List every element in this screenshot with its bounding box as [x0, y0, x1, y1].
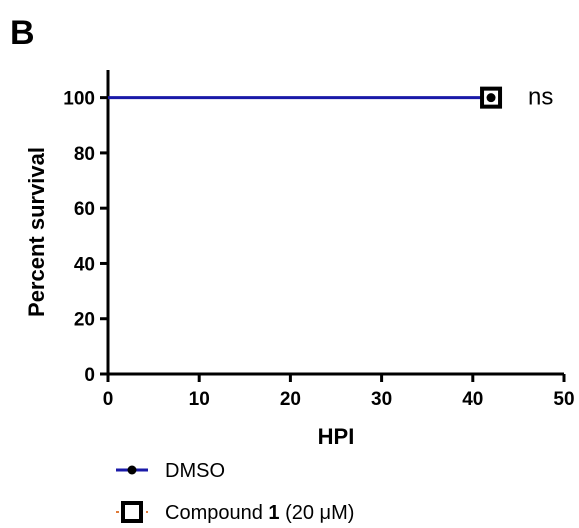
legend: DMSO Compound 1 (20 μM): [116, 460, 354, 524]
x-axis-title: HPI: [318, 424, 355, 449]
x-tick-label: 0: [103, 389, 114, 410]
x-tick-label: 30: [371, 389, 392, 410]
legend-compound-marker: [121, 501, 143, 523]
x-tick-label: 50: [553, 389, 574, 410]
y-axis-ticks: 0 20 40 60 80 100: [63, 89, 108, 386]
y-tick-label: 40: [74, 254, 95, 275]
annotation-layer: ns: [528, 84, 553, 111]
y-tick-label: 80: [74, 144, 95, 165]
legend-dmso-marker: [127, 465, 137, 475]
x-axis-ticks: 0 10 20 30 40 50: [103, 374, 575, 410]
axes: [106, 70, 564, 376]
legend-compound-label: Compound 1 (20 μM): [165, 502, 354, 524]
x-tick-label: 20: [280, 389, 301, 410]
y-tick-label: 0: [84, 365, 95, 386]
panel-label: B: [10, 14, 35, 52]
y-tick-label: 60: [74, 199, 95, 220]
y-axis-title: Percent survival: [24, 147, 49, 317]
x-tick-label: 10: [189, 389, 210, 410]
x-tick-label: 40: [462, 389, 483, 410]
dmso-circle-marker: [486, 93, 496, 103]
series-layer: [108, 86, 503, 109]
legend-dmso-label: DMSO: [165, 460, 225, 482]
y-tick-label: 20: [74, 310, 95, 331]
y-tick-label: 100: [63, 89, 95, 110]
significance-annotation: ns: [528, 84, 553, 111]
